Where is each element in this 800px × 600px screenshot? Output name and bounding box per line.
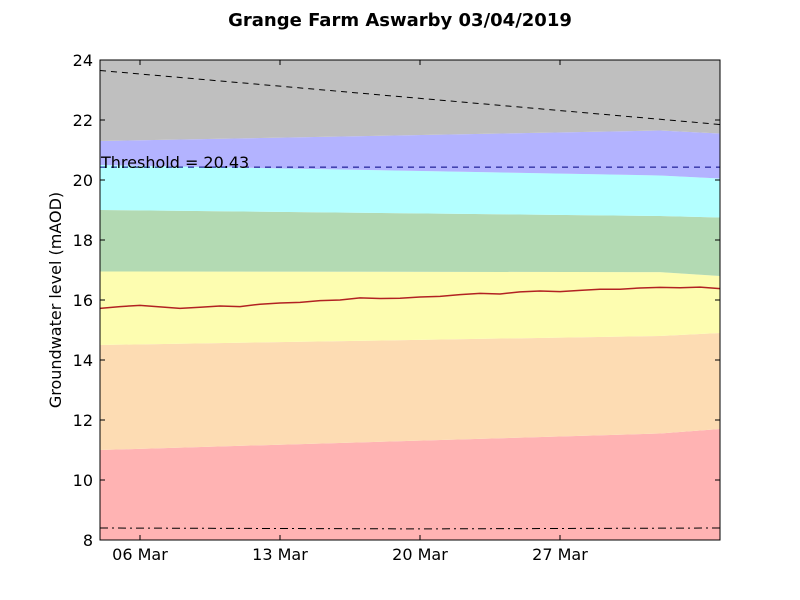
y-axis-label: Groundwater level (mAOD) <box>46 192 65 408</box>
y-axis: 8 10 12 14 16 18 20 22 24 <box>73 51 720 550</box>
level-bands <box>100 60 720 540</box>
y-tick-label: 20 <box>73 171 93 190</box>
band-0 <box>100 429 720 540</box>
threshold-label: Threshold = 20.43 <box>100 153 249 172</box>
y-tick-label: 10 <box>73 471 93 490</box>
band-3 <box>100 210 720 276</box>
y-tick-label: 18 <box>73 231 93 250</box>
chart-title: Grange Farm Aswarby 03/04/2019 <box>228 10 572 31</box>
x-tick-label: 20 Mar <box>392 545 448 564</box>
series-line-0 <box>100 286 720 310</box>
annotations: Threshold = 20.43 <box>100 153 249 172</box>
y-tick-label: 8 <box>83 531 93 550</box>
y-tick-label: 16 <box>73 291 93 310</box>
y-tick-label: 14 <box>73 351 93 370</box>
x-axis: 06 Mar 13 Mar 20 Mar 27 Mar <box>112 60 588 564</box>
band-2 <box>100 271 720 345</box>
y-tick-label: 24 <box>73 51 93 70</box>
x-tick-label: 27 Mar <box>532 545 588 564</box>
y-tick-label: 12 <box>73 411 93 430</box>
y-tick-label: 22 <box>73 111 93 130</box>
band-4 <box>100 165 720 218</box>
series-lines <box>100 70 720 530</box>
x-tick-label: 06 Mar <box>112 545 168 564</box>
band-5 <box>100 130 720 179</box>
band-1 <box>100 333 720 450</box>
series-line-1 <box>100 70 720 125</box>
band-6 <box>100 60 720 141</box>
x-tick-label: 13 Mar <box>252 545 308 564</box>
